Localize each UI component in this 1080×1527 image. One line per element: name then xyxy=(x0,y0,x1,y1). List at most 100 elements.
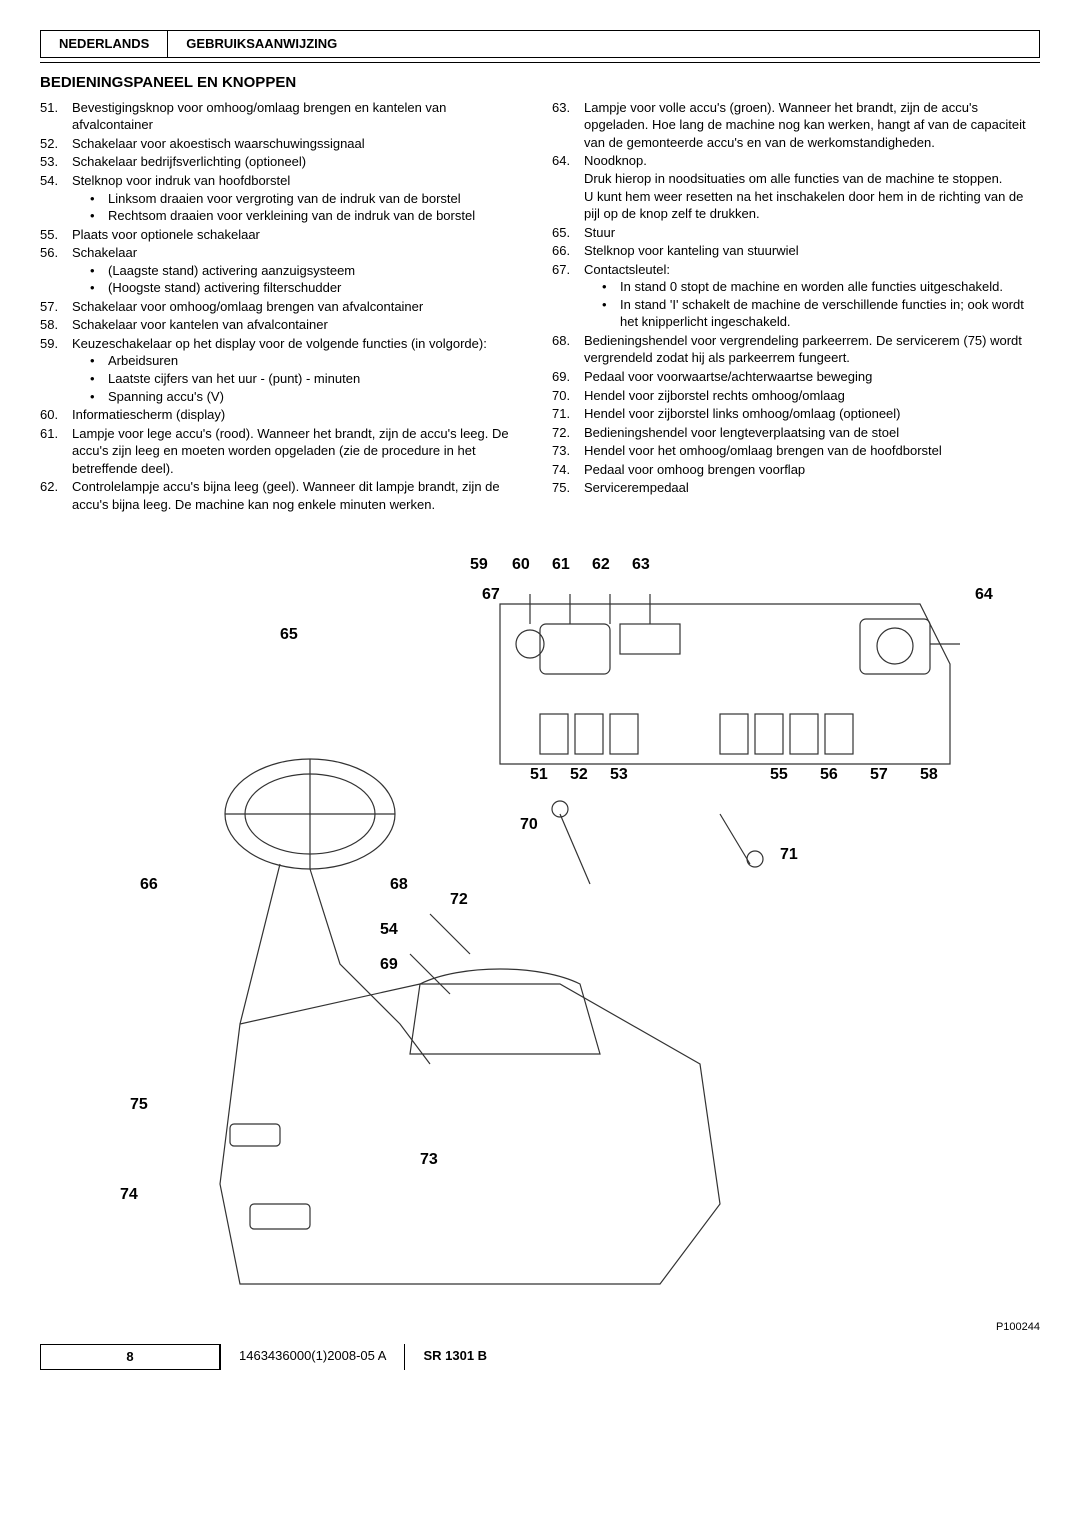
diagram-callout-label: 69 xyxy=(380,954,398,976)
item-text: Lampje voor lege accu's (rood). Wanneer … xyxy=(72,425,528,478)
sub-list-item: In stand 'I' schakelt de machine de vers… xyxy=(602,296,1040,331)
item-number: 60. xyxy=(40,406,72,424)
diagram-callout-label: 62 xyxy=(592,554,610,576)
item-text: Stelknop voor indruk van hoofdborstelLin… xyxy=(72,172,528,225)
right-column: 63.Lampje voor volle accu's (groen). Wan… xyxy=(552,99,1040,515)
diagram-callout-label: 59 xyxy=(470,554,488,576)
item-text: Stelknop voor kanteling van stuurwiel xyxy=(584,242,1040,260)
language-label: NEDERLANDS xyxy=(41,31,168,57)
item-text: Keuzeschakelaar op het display voor de v… xyxy=(72,335,528,405)
list-item: 66.Stelknop voor kanteling van stuurwiel xyxy=(552,242,1040,260)
diagram-callout-label: 57 xyxy=(870,764,888,786)
diagram-callout-label: 61 xyxy=(552,554,570,576)
diagram-callout-label: 66 xyxy=(140,874,158,896)
sub-list-item: Arbeidsuren xyxy=(90,352,528,370)
list-item: 51.Bevestigingsknop voor omhoog/omlaag b… xyxy=(40,99,528,134)
item-text: Controlelampje accu's bijna leeg (geel).… xyxy=(72,478,528,513)
sub-list-item: In stand 0 stopt de machine en worden al… xyxy=(602,278,1040,296)
section-title: BEDIENINGSPANEEL EN KNOPPEN xyxy=(40,73,1040,93)
sub-list-item: Spanning accu's (V) xyxy=(90,388,528,406)
sub-item-text: In stand 'I' schakelt de machine de vers… xyxy=(620,296,1040,331)
diagram-callout-label: 68 xyxy=(390,874,408,896)
item-number: 61. xyxy=(40,425,72,478)
sub-item-text: Rechtsom draaien voor verkleining van de… xyxy=(108,207,475,225)
sub-item-text: Laatste cijfers van het uur - (punt) - m… xyxy=(108,370,360,388)
item-text: Plaats voor optionele schakelaar xyxy=(72,226,528,244)
sub-list: (Laagste stand) activering aanzuigsystee… xyxy=(90,262,528,297)
item-number: 58. xyxy=(40,316,72,334)
item-text: Servicerempedaal xyxy=(584,479,1040,497)
list-item: 72.Bedieningshendel voor lengteverplaats… xyxy=(552,424,1040,442)
item-text: Bedieningshendel voor lengteverplaatsing… xyxy=(584,424,1040,442)
list-item: 73.Hendel voor het omhoog/omlaag brengen… xyxy=(552,442,1040,460)
item-number: 57. xyxy=(40,298,72,316)
item-number: 63. xyxy=(552,99,584,152)
item-number: 67. xyxy=(552,261,584,331)
item-number: 72. xyxy=(552,424,584,442)
sub-item-text: Linksom draaien voor vergroting van de i… xyxy=(108,190,461,208)
item-number: 74. xyxy=(552,461,584,479)
doc-type-label: GEBRUIKSAANWIJZING xyxy=(168,31,355,57)
item-number: 54. xyxy=(40,172,72,225)
footer-bar: 8 1463436000(1)2008-05 A SR 1301 B xyxy=(40,1344,1040,1370)
item-text: Hendel voor het omhoog/omlaag brengen va… xyxy=(584,442,1040,460)
item-number: 69. xyxy=(552,368,584,386)
list-item: 65.Stuur xyxy=(552,224,1040,242)
diagram-callout-label: 63 xyxy=(632,554,650,576)
diagram-area: 5960616263676465515253555657587071666872… xyxy=(40,554,1040,1334)
sub-list-item: Linksom draaien voor vergroting van de i… xyxy=(90,190,528,208)
sub-item-text: Spanning accu's (V) xyxy=(108,388,224,406)
item-number: 70. xyxy=(552,387,584,405)
sub-list: In stand 0 stopt de machine en worden al… xyxy=(602,278,1040,331)
diagram-callout-label: 55 xyxy=(770,764,788,786)
sub-item-text: (Laagste stand) activering aanzuigsystee… xyxy=(108,262,355,280)
diagram-callout-label: 65 xyxy=(280,624,298,646)
left-column: 51.Bevestigingsknop voor omhoog/omlaag b… xyxy=(40,99,528,515)
sub-list-item: (Laagste stand) activering aanzuigsystee… xyxy=(90,262,528,280)
sub-list: ArbeidsurenLaatste cijfers van het uur -… xyxy=(90,352,528,405)
list-item: 53.Schakelaar bedrijfsverlichting (optio… xyxy=(40,153,528,171)
list-item: 62.Controlelampje accu's bijna leeg (gee… xyxy=(40,478,528,513)
sub-list-item: (Hoogste stand) activering filterschudde… xyxy=(90,279,528,297)
diagram-callout-label: 73 xyxy=(420,1149,438,1171)
item-text: Schakelaar voor akoestisch waarschuwings… xyxy=(72,135,528,153)
item-number: 65. xyxy=(552,224,584,242)
sub-list-item: Rechtsom draaien voor verkleining van de… xyxy=(90,207,528,225)
divider xyxy=(40,62,1040,63)
diagram-callout-label: 53 xyxy=(610,764,628,786)
list-item: 75.Servicerempedaal xyxy=(552,479,1040,497)
machine-diagram xyxy=(160,584,960,1304)
item-text: Bevestigingsknop voor omhoog/omlaag bren… xyxy=(72,99,528,134)
item-text: Informatiescherm (display) xyxy=(72,406,528,424)
list-item: 64.Noodknop.Druk hierop in noodsituaties… xyxy=(552,152,1040,222)
item-number: 52. xyxy=(40,135,72,153)
item-text: Hendel voor zijborstel links omhoog/omla… xyxy=(584,405,1040,423)
item-text: Lampje voor volle accu's (groen). Wannee… xyxy=(584,99,1040,152)
model-number: SR 1301 B xyxy=(404,1344,505,1370)
item-number: 75. xyxy=(552,479,584,497)
doc-number: 1463436000(1)2008-05 A xyxy=(220,1344,404,1370)
sub-item-text: (Hoogste stand) activering filterschudde… xyxy=(108,279,341,297)
list-item: 59.Keuzeschakelaar op het display voor d… xyxy=(40,335,528,405)
diagram-callout-label: 56 xyxy=(820,764,838,786)
list-item: 68.Bedieningshendel voor vergrendeling p… xyxy=(552,332,1040,367)
diagram-callout-label: 60 xyxy=(512,554,530,576)
diagram-callout-label: 51 xyxy=(530,764,548,786)
item-number: 71. xyxy=(552,405,584,423)
item-number: 59. xyxy=(40,335,72,405)
item-text: Pedaal voor omhoog brengen voorflap xyxy=(584,461,1040,479)
item-text: Stuur xyxy=(584,224,1040,242)
item-text: Bedieningshendel voor vergrendeling park… xyxy=(584,332,1040,367)
item-number: 68. xyxy=(552,332,584,367)
item-text: Contactsleutel:In stand 0 stopt de machi… xyxy=(584,261,1040,331)
diagram-callout-label: 75 xyxy=(130,1094,148,1116)
diagram-callout-label: 70 xyxy=(520,814,538,836)
page-number: 8 xyxy=(40,1344,220,1370)
diagram-callout-label: 52 xyxy=(570,764,588,786)
item-number: 62. xyxy=(40,478,72,513)
item-text: Schakelaar(Laagste stand) activering aan… xyxy=(72,244,528,297)
item-text: Schakelaar bedrijfsverlichting (optionee… xyxy=(72,153,528,171)
list-item: 57.Schakelaar voor omhoog/omlaag brengen… xyxy=(40,298,528,316)
list-item: 63.Lampje voor volle accu's (groen). Wan… xyxy=(552,99,1040,152)
diagram-callout-label: 72 xyxy=(450,889,468,911)
